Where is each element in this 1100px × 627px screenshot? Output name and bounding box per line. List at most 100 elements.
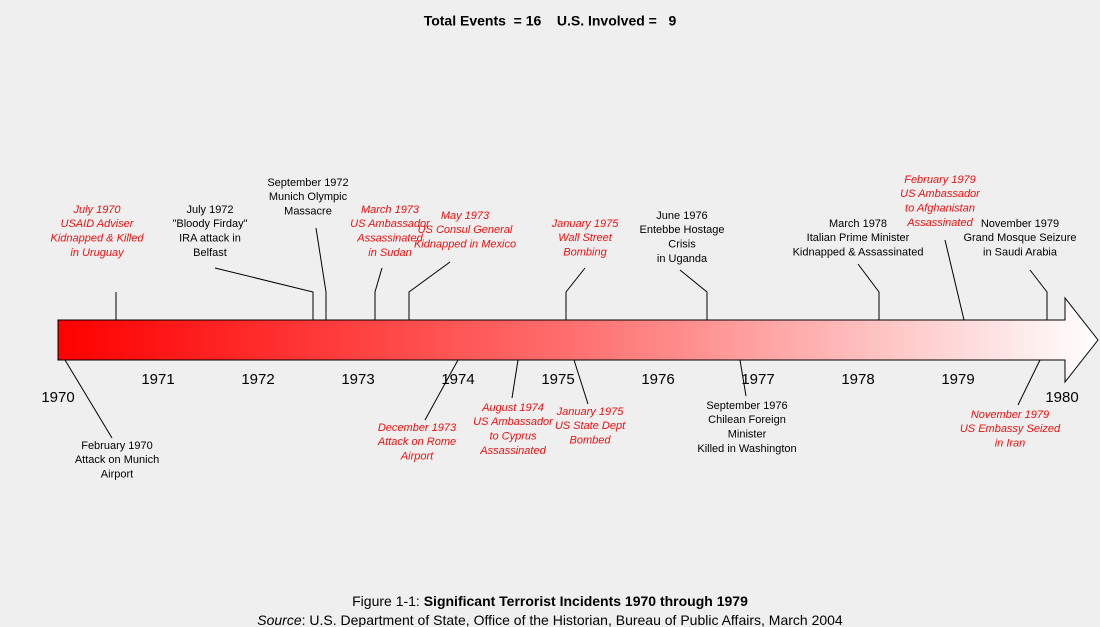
year-labels: 1970 1971 1972 1973 1974 1975 1976 1977 1978 1979… — [41, 371, 1078, 406]
event: May 1973 US Consul General Kidnapped in Me… — [408, 210, 516, 320]
year-label: 1970 — [41, 389, 74, 406]
header-title: Total Events = 16 U.S. Involved = 9 — [424, 13, 677, 29]
event-text: February 1979 — [904, 174, 976, 186]
event-text: Chilean Foreign — [708, 414, 786, 426]
event-text: US Embassy Seized — [960, 423, 1061, 435]
event-text: to Afghanistan — [905, 203, 975, 215]
caption: Figure 1-1: Significant Terrorist Incide… — [352, 593, 748, 609]
event: March 1978 Italian Prime Minister Kidnappe… — [793, 218, 924, 320]
event-text: Italian Prime Minister — [807, 232, 910, 244]
leader-line — [573, 359, 589, 405]
event-text: May 1973 — [441, 210, 490, 222]
event: July 1970 USAID Adviser Kidnapped & Killed… — [51, 204, 144, 320]
event-text: Assassinated — [906, 217, 973, 229]
event: February 1979 US Ambassador to Afghanistan… — [900, 174, 981, 321]
year-label: 1976 — [641, 371, 674, 388]
event-text: in Iran — [995, 438, 1026, 450]
event-text: Kidnapped in Mexico — [414, 239, 516, 251]
event: November 1979 US Embassy Seized in Iran — [960, 359, 1061, 450]
event-text: September 1976 — [706, 400, 787, 412]
event-text: IRA attack in — [179, 233, 241, 245]
year-label: 1975 — [541, 371, 574, 388]
event: March 1973 US Ambassador Assassinated in Su… — [350, 204, 431, 320]
event-text: June 1976 — [656, 210, 707, 222]
leader-line — [374, 267, 383, 320]
event-text: to Cyprus — [489, 431, 537, 443]
event-text: US Ambassador — [900, 188, 981, 200]
event-text: February 1970 — [81, 440, 153, 452]
event: December 1973 Attack on Rome Airport — [377, 359, 459, 463]
leader-line — [565, 267, 586, 320]
event-text: "Bloody Firday" — [172, 218, 247, 230]
event-text: Entebbe Hostage — [639, 224, 724, 236]
year-label: 1979 — [941, 371, 974, 388]
event-text: Attack on Munich — [75, 454, 159, 466]
leader-line — [511, 359, 519, 399]
event-text: Kidnapped & Assassinated — [793, 247, 924, 259]
leader-line — [679, 269, 708, 320]
event-text: Minister — [728, 429, 767, 441]
leader-line — [1017, 359, 1041, 406]
event-text: September 1972 — [267, 177, 348, 189]
event-text: US Ambassador — [473, 416, 554, 428]
leader-line — [408, 261, 451, 320]
event-text: January 1975 — [551, 218, 620, 230]
source: Source: U.S. Department of State, Office… — [257, 612, 843, 627]
event-text: Munich Olympic — [269, 191, 348, 203]
source-text: : U.S. Department of State, Office of th… — [302, 612, 843, 627]
event-text: Attack on Rome — [377, 436, 456, 448]
event-text: August 1974 — [481, 402, 544, 414]
event-text: March 1978 — [829, 218, 887, 230]
event-text: Massacre — [284, 206, 332, 218]
event-text: July 1972 — [186, 204, 233, 216]
leader-line — [424, 359, 459, 421]
caption-title: Significant Terrorist Incidents 1970 thr… — [424, 593, 748, 609]
event-text: Bombing — [563, 247, 607, 259]
event: September 1972 Munich Olympic Massacre — [267, 177, 349, 320]
leader-line — [315, 227, 327, 320]
event-text: Killed in Washington — [697, 443, 796, 455]
event-text: Airport — [400, 451, 434, 463]
event: February 1970 Attack on Munich Airport — [64, 359, 159, 481]
leader-line — [739, 359, 747, 397]
events: July 1970 USAID Adviser Kidnapped & Killed… — [51, 174, 1077, 481]
year-label: 1978 — [841, 371, 874, 388]
event-text: Grand Mosque Seizure — [963, 232, 1076, 244]
event-text: in Uruguay — [70, 247, 125, 259]
event-text: Crisis — [668, 239, 696, 251]
leader-line — [64, 359, 113, 439]
leader-line — [1029, 269, 1048, 320]
event-text: Assassinated — [356, 233, 423, 245]
year-label: 1973 — [341, 371, 374, 388]
caption-label: Figure 1-1: — [352, 593, 424, 609]
event: November 1979 Grand Mosque Seizure in Saud… — [963, 218, 1077, 320]
year-label: 1974 — [441, 371, 474, 388]
event: January 1975 US State Dept Bombed — [555, 359, 626, 447]
year-label: 1977 — [741, 371, 774, 388]
year-label: 1971 — [141, 371, 174, 388]
event-text: Bombed — [570, 435, 612, 447]
event-text: March 1973 — [361, 204, 420, 216]
event-text: USAID Adviser — [61, 218, 135, 230]
event-text: Assassinated — [479, 445, 546, 457]
event-text: January 1975 — [556, 406, 625, 418]
event: January 1975 Wall Street Bombing — [551, 218, 620, 320]
year-label: 1980 — [1045, 389, 1078, 406]
event-text: November 1979 — [981, 218, 1059, 230]
event-text: in Saudi Arabia — [983, 247, 1058, 259]
source-label: Source — [257, 612, 302, 627]
event-text: US State Dept — [555, 420, 626, 432]
event: August 1974 US Ambassador to Cyprus Assassi… — [473, 359, 554, 457]
event-text: Wall Street — [558, 232, 613, 244]
event: July 1972 "Bloody Firday" IRA attack in Bel… — [172, 204, 314, 320]
event-text: in Uganda — [657, 253, 708, 265]
event: September 1976 Chilean Foreign Minister Kil… — [697, 359, 797, 455]
event-text: July 1970 — [72, 204, 121, 216]
event-text: December 1973 — [378, 422, 457, 434]
leader-line — [944, 239, 965, 321]
event-text: Belfast — [193, 247, 227, 259]
event: June 1976 Entebbe Hostage Crisis in Uganda — [639, 210, 725, 320]
leader-line — [214, 267, 314, 320]
event-text: US Consul General — [418, 224, 513, 236]
